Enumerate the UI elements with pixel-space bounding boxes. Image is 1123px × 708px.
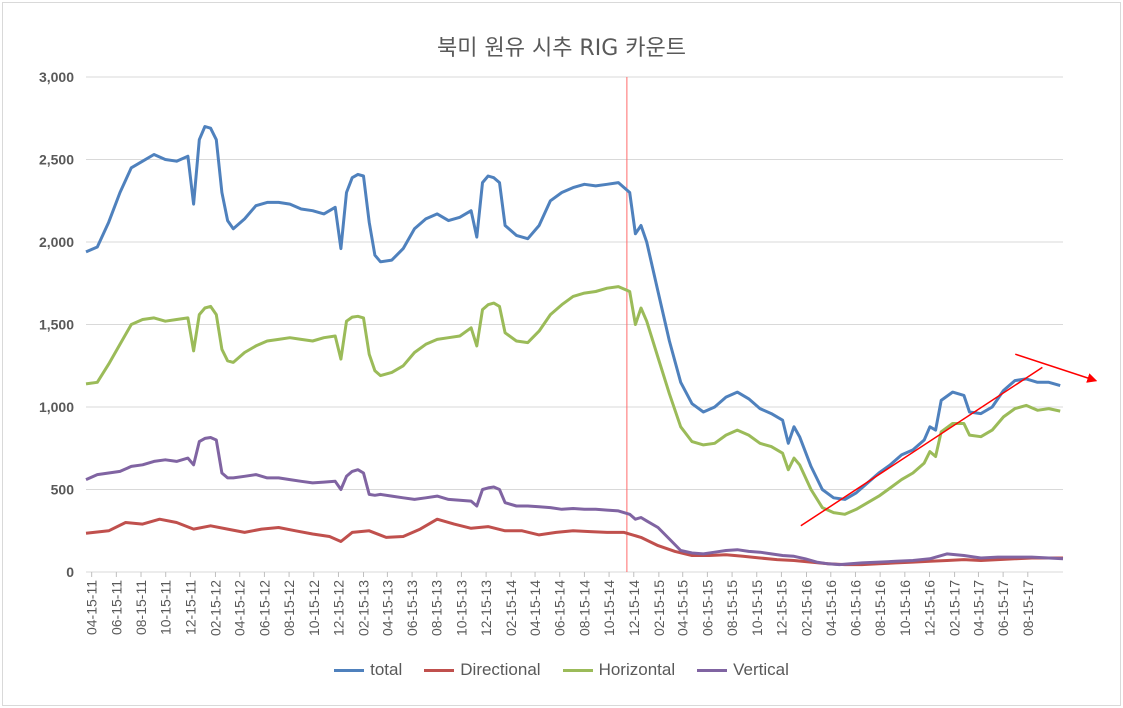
x-tick-label: 08-15-17 xyxy=(1020,580,1036,636)
x-tick-label: 04-15-16 xyxy=(823,580,839,636)
y-tick-label: 0 xyxy=(66,564,74,580)
legend-label: total xyxy=(370,660,403,679)
y-tick-label: 500 xyxy=(51,482,75,498)
legend-swatch xyxy=(424,668,455,672)
x-tick-label: 06-15-17 xyxy=(995,580,1011,636)
x-tick-label: 12-15-16 xyxy=(921,580,937,636)
x-tick-label: 12-15-12 xyxy=(330,580,346,636)
legend-label: Horizontal xyxy=(598,660,676,679)
x-tick-label: 12-15-14 xyxy=(626,580,642,636)
series-line-vertical xyxy=(85,436,1064,567)
y-tick-label: 1,000 xyxy=(39,399,74,415)
legend-item-horizontal: Horizontal xyxy=(562,660,676,680)
x-tick-label: 12-15-15 xyxy=(773,580,789,636)
x-tick-label: 02-15-16 xyxy=(799,580,815,636)
x-tick-label: 06-15-14 xyxy=(552,580,568,636)
x-tick-label: 10-15-14 xyxy=(601,580,617,636)
x-tick-label: 04-15-12 xyxy=(232,580,248,636)
legend-item-total: total xyxy=(334,660,402,680)
legend-swatch xyxy=(697,668,728,672)
x-tick-label: 08-15-13 xyxy=(429,580,445,636)
y-tick-label: 1,500 xyxy=(39,317,74,333)
x-tick-label: 04-15-13 xyxy=(379,580,395,636)
x-tick-label: 02-15-15 xyxy=(651,580,667,636)
x-tick-label: 04-15-14 xyxy=(527,580,543,636)
x-tick-label: 08-15-16 xyxy=(872,580,888,636)
series-line-horizontal xyxy=(85,285,1061,516)
x-tick-label: 08-15-14 xyxy=(576,580,592,636)
legend-swatch xyxy=(334,668,365,672)
x-tick-label: 06-15-15 xyxy=(699,580,715,636)
legend-item-directional: Directional xyxy=(424,660,541,680)
down-arrow-annotation xyxy=(1015,353,1098,383)
x-tick-label: 08-15-15 xyxy=(724,580,740,636)
y-tick-label: 2,000 xyxy=(39,234,74,250)
x-tick-label: 10-15-12 xyxy=(306,580,322,636)
x-tick-label: 04-15-17 xyxy=(970,580,986,636)
legend-swatch xyxy=(562,668,593,672)
x-tick-label: 10-15-11 xyxy=(158,580,174,635)
series-line-directional xyxy=(85,517,1063,567)
x-tick-label: 04-15-11 xyxy=(84,580,100,635)
chart-legend: total Directional Horizontal Vertical xyxy=(0,660,1123,680)
x-tick-label: 02-15-13 xyxy=(356,580,372,636)
legend-label: Directional xyxy=(460,660,541,679)
y-tick-label: 2,500 xyxy=(39,152,74,168)
x-tick-label: 02-15-12 xyxy=(207,580,223,636)
x-tick-label: 02-15-17 xyxy=(947,580,963,636)
x-tick-label: 06-15-11 xyxy=(108,580,124,635)
x-tick-label: 10-15-15 xyxy=(749,580,765,636)
legend-label: Vertical xyxy=(733,660,789,679)
x-tick-label: 02-15-14 xyxy=(503,580,519,636)
legend-item-vertical: Vertical xyxy=(697,660,789,680)
x-tick-label: 04-15-15 xyxy=(675,580,691,636)
trend-line-annotation xyxy=(800,366,1043,527)
series-line-total xyxy=(85,125,1061,501)
x-tick-label: 06-15-16 xyxy=(847,580,863,636)
x-tick-label: 06-15-12 xyxy=(256,580,272,636)
x-tick-label: 08-15-12 xyxy=(281,580,297,636)
y-tick-label: 3,000 xyxy=(39,69,74,85)
x-tick-label: 12-15-13 xyxy=(478,580,494,636)
chart-title: 북미 원유 시추 RIG 카운트 xyxy=(437,36,686,61)
x-tick-label: 10-15-16 xyxy=(897,580,913,636)
x-tick-label: 06-15-13 xyxy=(404,580,420,636)
x-tick-label: 10-15-13 xyxy=(453,580,469,636)
x-tick-label: 08-15-11 xyxy=(133,580,149,635)
x-tick-label: 12-15-11 xyxy=(182,580,198,635)
